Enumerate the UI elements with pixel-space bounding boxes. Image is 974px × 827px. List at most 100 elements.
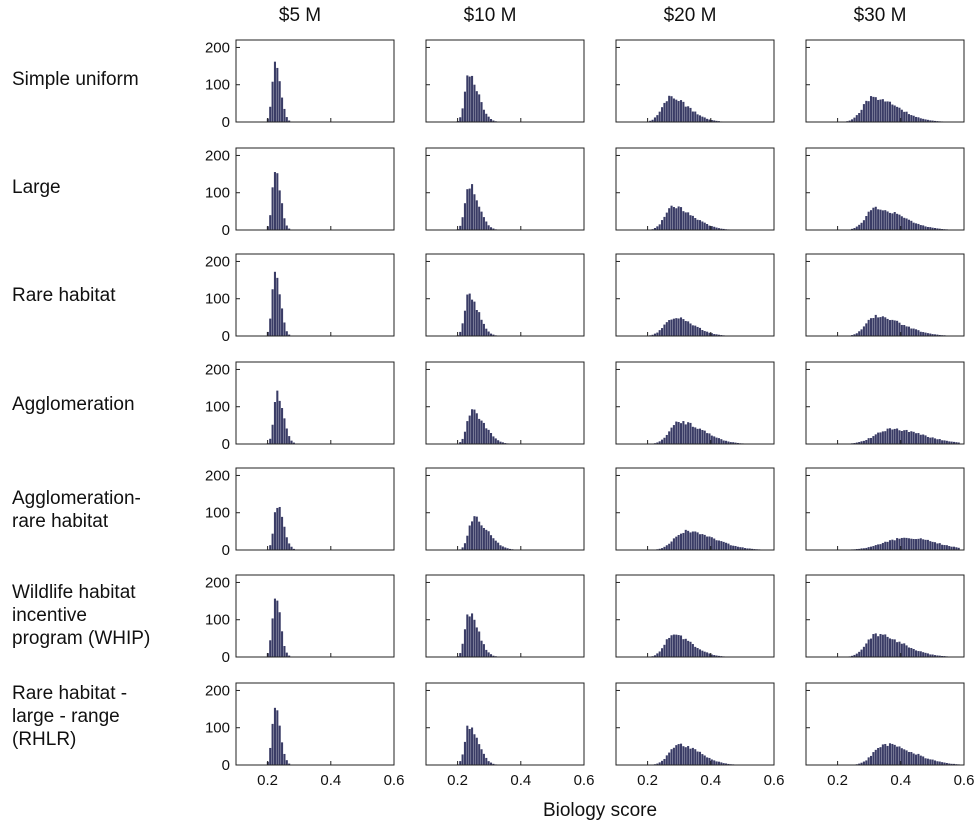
histogram-bar: [475, 516, 478, 550]
histogram-bar: [482, 217, 485, 230]
panel-frame: [235, 467, 395, 551]
histogram-bar: [926, 226, 929, 230]
histogram-bar: [713, 334, 716, 336]
panel-frame: [615, 147, 775, 231]
histogram-bar: [945, 763, 948, 765]
histogram-bar: [675, 745, 678, 765]
histogram-bar: [919, 331, 922, 336]
histogram-bar: [903, 749, 906, 765]
histogram-bar: [478, 744, 481, 765]
histogram-bar: [938, 439, 941, 444]
histogram-bar: [936, 228, 939, 230]
histogram-bar: [872, 634, 875, 657]
histogram-bar: [910, 220, 913, 230]
histogram-bar: [929, 654, 932, 657]
histogram-bar: [665, 212, 668, 230]
histogram-bar: [886, 101, 889, 122]
histogram-bar: [281, 516, 284, 550]
histogram-bar: [910, 115, 913, 122]
histogram-bar: [677, 635, 680, 657]
histogram-bar: [463, 91, 466, 122]
histogram-bar: [679, 207, 683, 230]
histogram-bar: [720, 228, 723, 230]
panel-frame: [425, 39, 585, 123]
histogram-bar: [489, 119, 493, 122]
histogram-bar: [729, 442, 732, 444]
x-tick-label: 0.6: [954, 772, 974, 789]
histogram-bar: [677, 422, 680, 444]
histogram-bar: [478, 206, 481, 230]
histogram-bar: [670, 205, 673, 230]
panel-frame: [425, 253, 585, 337]
histogram-bar: [896, 428, 899, 444]
histogram-bar: [691, 531, 694, 550]
histogram-bar: [720, 439, 723, 444]
panel-frame: [805, 682, 965, 766]
histogram-bar: [269, 438, 272, 444]
histogram-bar: [288, 228, 291, 230]
histogram-bar: [907, 647, 910, 657]
histogram-bar: [905, 429, 908, 444]
histogram-bar: [881, 431, 884, 444]
histogram-bar: [884, 431, 887, 444]
histogram-bar: [463, 203, 466, 230]
histogram-bar: [919, 118, 922, 122]
histogram-bar: [461, 754, 464, 765]
histogram-bar: [482, 644, 485, 657]
histogram-bar: [929, 120, 932, 122]
histogram-bar: [943, 545, 946, 550]
histogram-bar: [888, 428, 892, 444]
histogram-bar: [917, 433, 920, 444]
histogram-bar: [860, 762, 863, 765]
histogram-bar: [269, 318, 272, 336]
histogram-bar: [938, 655, 941, 657]
histogram-bar: [910, 647, 913, 657]
panel-frame: [425, 682, 585, 766]
histogram-bar: [468, 616, 471, 657]
histogram-bar: [743, 548, 747, 550]
histogram-bar: [480, 525, 483, 550]
histogram-bar: [489, 333, 493, 336]
histogram-bar: [858, 763, 861, 765]
histogram-bar: [922, 225, 925, 230]
histogram-bar: [941, 762, 944, 765]
histogram-bar: [691, 111, 694, 122]
histogram-bar: [903, 325, 906, 336]
histogram-bar: [288, 334, 291, 336]
histogram-bar: [661, 648, 664, 657]
histogram-bar: [285, 331, 288, 336]
histogram-bar: [905, 218, 908, 230]
histogram-bar: [907, 538, 910, 550]
histogram-bar: [658, 330, 661, 336]
histogram-bar: [668, 543, 671, 550]
histogram-bar: [950, 763, 953, 765]
histogram-bar: [278, 294, 281, 336]
y-tick-label: 0: [222, 436, 230, 453]
histogram-bar: [710, 654, 713, 657]
histogram-bar: [485, 113, 488, 122]
histogram-bar: [288, 763, 291, 765]
histogram-bar: [858, 442, 861, 444]
histogram-bar: [703, 430, 706, 444]
histogram-bar: [943, 762, 946, 765]
histogram-bar: [929, 227, 932, 230]
histogram-bar: [473, 84, 476, 122]
histogram-bar: [706, 224, 709, 230]
histogram-bar: [459, 117, 462, 122]
histogram-bar: [713, 226, 716, 230]
histogram-bar: [701, 330, 704, 336]
histogram-bar: [900, 643, 903, 657]
histogram-bar: [898, 107, 901, 122]
histogram-bar: [858, 331, 861, 336]
histogram-bar: [717, 655, 720, 657]
histogram-bar: [269, 215, 272, 230]
histogram-bar: [926, 436, 929, 444]
histogram-bar: [713, 538, 716, 550]
histogram-bar: [893, 744, 896, 765]
histogram-bar: [912, 648, 915, 657]
histogram-bar: [862, 326, 865, 336]
histogram-bar: [687, 106, 690, 122]
histogram-bar: [290, 440, 293, 444]
histogram-bar: [867, 211, 870, 230]
